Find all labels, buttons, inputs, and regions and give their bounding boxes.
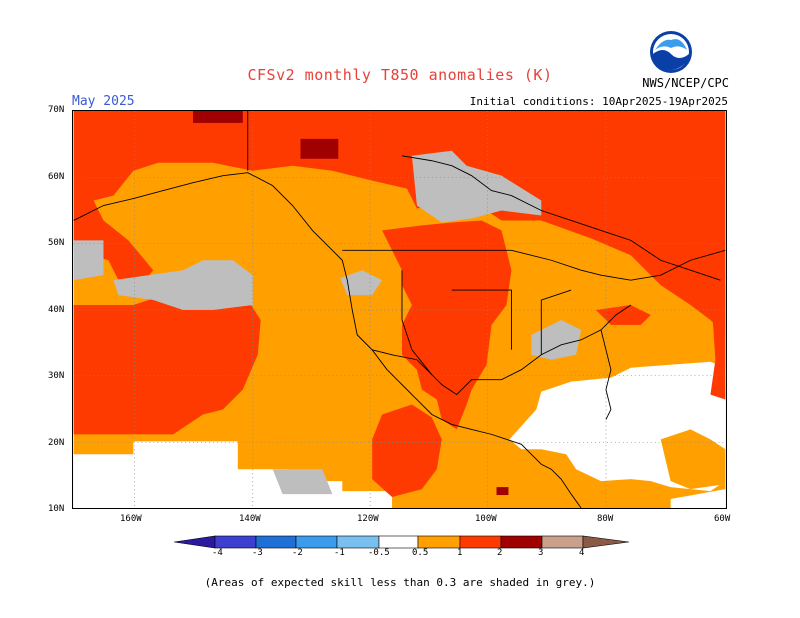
legend-tick-label: -1 <box>334 548 345 558</box>
anomaly-map <box>72 110 727 509</box>
lat-label: 10N <box>48 504 65 514</box>
legend-tick-label: -2 <box>292 548 303 558</box>
anomaly-region-darkred <box>193 111 509 496</box>
legend-swatch <box>295 535 338 549</box>
legend-swatch <box>378 535 419 549</box>
lon-label: 60W <box>714 514 731 524</box>
skill-footnote: (Areas of expected skill less than 0.3 a… <box>204 576 596 589</box>
lat-label: 40N <box>48 305 65 315</box>
lon-label: 160W <box>120 514 142 524</box>
legend-tick-label: -4 <box>212 548 223 558</box>
legend-swatch <box>255 535 297 549</box>
color-legend <box>174 535 629 549</box>
legend-tick-label: 1 <box>457 548 463 558</box>
legend-swatch <box>459 535 502 549</box>
legend-swatch <box>417 535 461 549</box>
lat-label: 30N <box>48 371 65 381</box>
anomaly-region-red <box>73 111 726 498</box>
low-skill-regions <box>73 150 582 495</box>
noaa-logo-icon <box>650 31 692 73</box>
legend-swatch <box>500 535 543 549</box>
lat-label: 60N <box>48 172 65 182</box>
lon-label: 140W <box>239 514 261 524</box>
agency-label: NWS/NCEP/CPC <box>642 76 729 90</box>
map-title: CFSv2 monthly T850 anomalies (K) <box>247 66 553 84</box>
coastlines <box>73 111 726 508</box>
lat-label: 20N <box>48 438 65 448</box>
legend-tick-label: 3 <box>538 548 544 558</box>
initial-conditions: Initial conditions: 10Apr2025-19Apr2025 <box>469 95 728 108</box>
lon-label: 100W <box>475 514 497 524</box>
legend-swatch <box>214 535 257 549</box>
legend-swatch <box>541 535 584 549</box>
legend-tick-label: -3 <box>252 548 263 558</box>
legend-tick-label: 0.5 <box>412 548 429 558</box>
legend-tick-label: 4 <box>579 548 585 558</box>
forecast-period: May 2025 <box>72 94 135 109</box>
legend-tick-label: -0.5 <box>368 548 390 558</box>
graticule <box>73 111 726 508</box>
legend-swatch <box>174 535 216 549</box>
legend-tick-label: 2 <box>497 548 503 558</box>
legend-swatch <box>582 535 629 549</box>
lat-label: 50N <box>48 238 65 248</box>
lat-label: 70N <box>48 105 65 115</box>
lon-label: 80W <box>597 514 614 524</box>
lon-label: 120W <box>357 514 379 524</box>
legend-swatch <box>336 535 380 549</box>
